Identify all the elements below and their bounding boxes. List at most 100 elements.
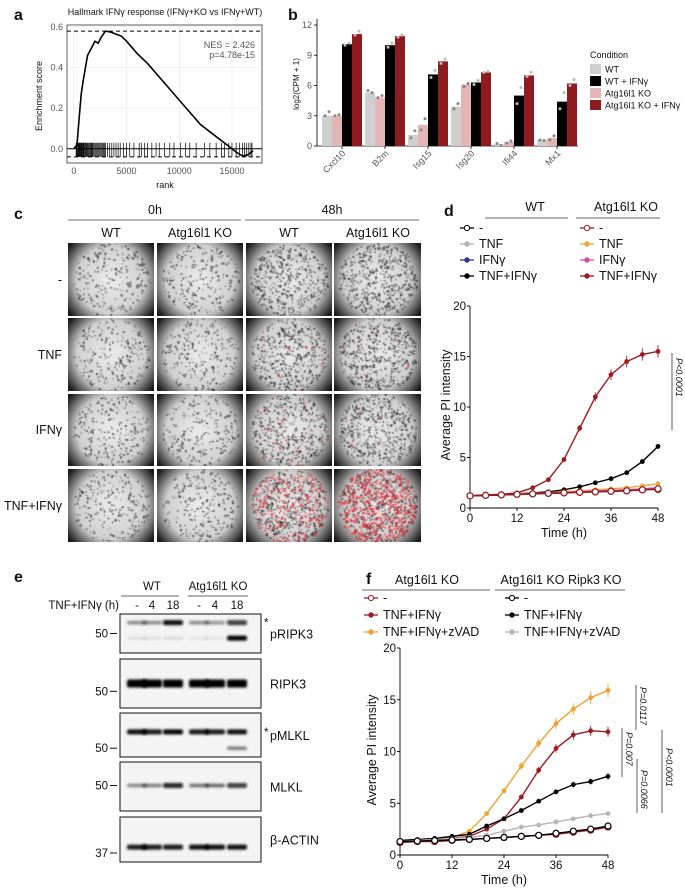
legend-marker <box>583 224 591 232</box>
micrograph-TNF+IFNγ-3 <box>334 469 421 542</box>
data-point <box>483 834 491 843</box>
x-tick-label: Ifi44 <box>500 148 519 167</box>
replicate-dot <box>548 138 552 142</box>
legend-swatch <box>590 64 601 74</box>
bar-mx1 <box>567 83 577 146</box>
p-value: P=0.0117 <box>638 687 648 726</box>
data-point <box>517 832 525 840</box>
replicate-dot <box>357 29 361 33</box>
replicate-dot <box>376 96 380 100</box>
data-point <box>501 828 507 834</box>
row-label: TNF+IFNγ <box>4 499 63 513</box>
panel-letter-e: e <box>14 569 23 586</box>
blot-β-actin <box>119 816 262 863</box>
legend-marker <box>509 612 515 618</box>
data-point <box>396 837 404 846</box>
replicate-dot <box>370 91 374 95</box>
x-tick-label: Isg20 <box>454 148 477 171</box>
asterisk: * <box>264 727 269 739</box>
data-point <box>501 788 507 794</box>
band <box>205 844 225 850</box>
bar-isg15 <box>438 61 448 146</box>
legend-marker <box>464 241 470 247</box>
micrograph---2 <box>246 243 332 316</box>
legend-marker <box>584 241 590 247</box>
data-point <box>497 491 505 499</box>
legend-label: - <box>524 591 528 605</box>
p-value: P<0.0001 <box>674 358 684 397</box>
data-point <box>513 490 521 498</box>
y-tick-label: 10 <box>453 402 466 414</box>
y-tick-label: 5 <box>460 453 466 465</box>
bar-isg15 <box>428 74 438 146</box>
data-point <box>482 491 490 499</box>
legend-label: TNF+IFNγ+zVAD <box>383 625 479 639</box>
panel-c-micrographs: 0h 48h WT Atg16l1 KO WT Atg16l1 KO - TNF… <box>4 203 419 513</box>
replicate-dot <box>538 138 542 142</box>
replicate-dot <box>505 141 509 145</box>
replicate-dot <box>409 136 413 140</box>
band <box>142 783 162 788</box>
row-label: TNF <box>38 348 63 362</box>
column-label: Atg16l1 KO <box>168 226 232 240</box>
band <box>227 844 247 850</box>
legend-swatch <box>590 88 601 98</box>
replicate-dot <box>466 82 470 85</box>
band <box>189 729 209 735</box>
band <box>227 620 247 626</box>
bar-b2m <box>395 36 405 146</box>
x-tick-label: 0 <box>71 166 76 176</box>
legend-marker <box>464 273 470 279</box>
p-value: P=0.0066 <box>639 770 649 809</box>
band <box>163 636 183 640</box>
legend-marker <box>584 257 590 263</box>
bar-isg20 <box>461 84 471 146</box>
bar-cxcl10 <box>322 115 332 146</box>
data-point <box>536 767 542 773</box>
y-tick-label: 5 <box>390 798 396 810</box>
data-point <box>518 808 524 813</box>
data-point <box>570 782 576 788</box>
band <box>127 636 147 640</box>
replicate-dot <box>337 113 341 117</box>
x-tick-label: Mx1 <box>543 148 562 167</box>
legend-label: TNF+IFNγ <box>383 608 442 622</box>
y-tick-label: 0 <box>390 850 396 862</box>
replicate-dot <box>452 107 456 111</box>
replicate-dot <box>529 70 533 74</box>
micrograph-TNF-3 <box>334 318 421 391</box>
data-point <box>561 457 567 462</box>
micrograph-TNF-1 <box>157 318 243 391</box>
y-tick-label: 12 <box>302 20 312 30</box>
bar-mx1 <box>547 137 557 146</box>
legend-title: Condition <box>590 50 628 60</box>
data-point <box>466 492 474 500</box>
series-line <box>469 350 659 497</box>
replicate-dot <box>429 75 433 79</box>
legend-label: IFNγ <box>599 253 626 267</box>
data-point <box>536 822 542 828</box>
micrograph---1 <box>157 243 243 316</box>
data-point <box>655 349 661 354</box>
replicate-dot <box>476 78 480 82</box>
band <box>142 844 162 850</box>
data-point <box>587 825 595 833</box>
data-point <box>553 721 559 726</box>
replicate-dot <box>327 110 331 114</box>
data-point <box>560 489 568 497</box>
group-header-ko-ripk3: Atg16l1 KO Ripk3 KO <box>501 573 622 587</box>
x-tick-label: 48 <box>602 860 615 872</box>
data-point <box>529 490 537 498</box>
legend-marker <box>509 629 515 635</box>
data-point <box>588 695 594 701</box>
band <box>142 636 162 640</box>
y-tick-label: 3 <box>307 111 312 121</box>
legend-marker <box>368 612 374 618</box>
group-header-ko: Atg16l1 KO <box>594 200 658 214</box>
data-point <box>553 789 559 795</box>
y-axis-label: Enrichment score <box>34 61 44 131</box>
gsea-title: Hallmark IFNγ response (IFNγ+KO vs IFNγ+… <box>68 7 263 17</box>
data-point <box>518 794 524 800</box>
blot-pripk3 <box>119 613 262 654</box>
